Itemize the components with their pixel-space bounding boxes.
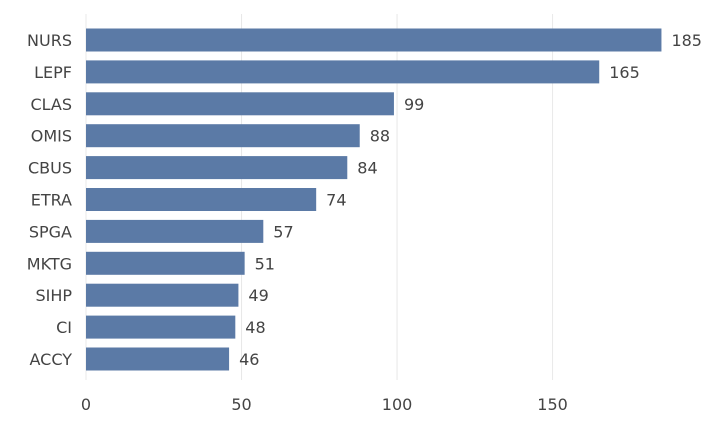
value-labels: 185 165 99 88 84 74 57 51 49 48 46 [239, 31, 702, 369]
value-label: 185 [671, 31, 702, 50]
value-label: 48 [245, 318, 265, 337]
bar [86, 60, 600, 84]
value-label: 88 [370, 127, 390, 146]
category-label: SPGA [29, 222, 72, 241]
category-label: ETRA [31, 191, 72, 210]
bar [86, 251, 245, 275]
value-label: 49 [248, 286, 268, 305]
category-label: NURS [27, 31, 72, 50]
category-label: LEPF [34, 63, 72, 82]
bar [86, 92, 394, 116]
category-label: SIHP [35, 286, 72, 305]
category-label: CBUS [28, 159, 72, 178]
bar [86, 219, 264, 243]
bar [86, 188, 317, 211]
x-tick-label: 50 [231, 395, 251, 414]
value-label: 99 [404, 95, 424, 114]
category-label: CI [56, 318, 72, 337]
category-label: OMIS [31, 127, 72, 146]
value-label: 57 [273, 222, 293, 241]
bar [86, 315, 236, 339]
category-labels: NURS LEPF CLAS OMIS CBUS ETRA SPGA MKTG SIHP CI AC… [27, 31, 73, 369]
bar [86, 28, 662, 52]
bar [86, 156, 348, 180]
bar [86, 283, 239, 307]
value-label: 74 [326, 191, 346, 210]
value-label: 165 [609, 63, 640, 82]
category-label: MKTG [27, 254, 72, 273]
x-tick-label: 100 [382, 395, 413, 414]
value-label: 51 [255, 254, 275, 273]
x-tick-labels: 0 50 100 150 [81, 395, 568, 414]
category-label: CLAS [30, 95, 72, 114]
category-label: ACCY [30, 350, 73, 369]
bar [86, 124, 360, 148]
x-tick-label: 0 [81, 395, 91, 414]
value-label: 46 [239, 350, 259, 369]
bars [86, 28, 662, 371]
bar [86, 347, 230, 371]
value-label: 84 [357, 159, 377, 178]
x-tick-label: 150 [537, 395, 568, 414]
